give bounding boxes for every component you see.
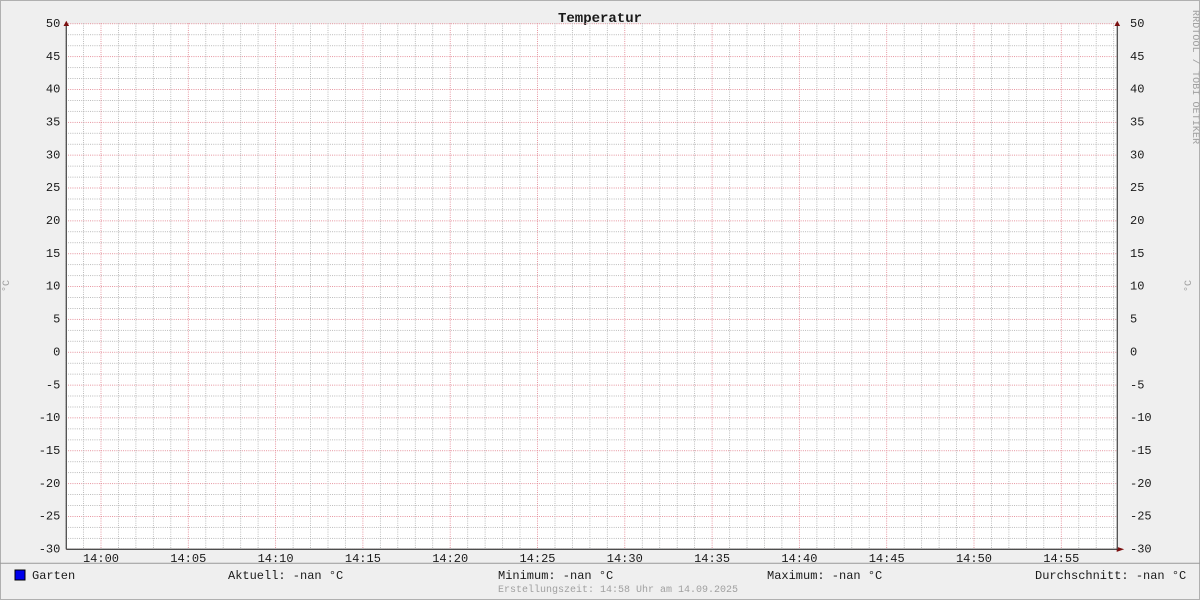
svg-text:14:25: 14:25 (519, 552, 555, 566)
svg-text:40: 40 (46, 83, 60, 97)
svg-text:Maximum: -nan °C: Maximum: -nan °C (767, 569, 882, 583)
svg-text:14:50: 14:50 (956, 552, 992, 566)
svg-text:15: 15 (46, 247, 60, 261)
svg-text:-25: -25 (39, 510, 61, 524)
svg-text:°C: °C (1183, 280, 1195, 292)
svg-text:-15: -15 (39, 444, 61, 458)
svg-text:25: 25 (1130, 181, 1144, 195)
svg-text:0: 0 (53, 345, 60, 359)
svg-text:10: 10 (46, 280, 60, 294)
svg-text:30: 30 (46, 148, 60, 162)
svg-text:Aktuell: -nan °C: Aktuell: -nan °C (228, 569, 343, 583)
svg-text:Durchschnitt: -nan °C: Durchschnitt: -nan °C (1035, 569, 1186, 583)
svg-text:14:15: 14:15 (345, 552, 381, 566)
svg-text:°C: °C (1, 280, 13, 292)
svg-text:14:20: 14:20 (432, 552, 468, 566)
svg-text:5: 5 (53, 313, 60, 327)
svg-text:14:30: 14:30 (607, 552, 643, 566)
svg-text:14:05: 14:05 (170, 552, 206, 566)
svg-text:-5: -5 (1130, 378, 1144, 392)
svg-text:Garten: Garten (32, 569, 75, 583)
svg-text:-15: -15 (1130, 444, 1152, 458)
svg-text:-30: -30 (1130, 542, 1152, 556)
svg-text:-10: -10 (1130, 411, 1152, 425)
svg-text:20: 20 (1130, 214, 1144, 228)
svg-text:35: 35 (46, 116, 60, 130)
svg-text:-5: -5 (46, 378, 60, 392)
svg-text:-25: -25 (1130, 510, 1152, 524)
svg-text:50: 50 (1130, 17, 1144, 31)
svg-text:25: 25 (46, 181, 60, 195)
svg-text:0: 0 (1130, 345, 1137, 359)
svg-text:5: 5 (1130, 313, 1137, 327)
svg-text:50: 50 (46, 17, 60, 31)
svg-text:-20: -20 (39, 477, 61, 491)
svg-text:-20: -20 (1130, 477, 1152, 491)
svg-text:30: 30 (1130, 148, 1144, 162)
svg-text:14:40: 14:40 (781, 552, 817, 566)
svg-text:20: 20 (46, 214, 60, 228)
svg-text:35: 35 (1130, 116, 1144, 130)
svg-text:15: 15 (1130, 247, 1144, 261)
svg-text:45: 45 (1130, 50, 1144, 64)
svg-text:14:00: 14:00 (83, 552, 119, 566)
svg-text:14:10: 14:10 (258, 552, 294, 566)
svg-text:Erstellungszeit: 14:58 Uhr am: Erstellungszeit: 14:58 Uhr am 14.09.2025 (498, 584, 738, 596)
svg-text:Minimum: -nan °C: Minimum: -nan °C (498, 569, 613, 583)
svg-text:-10: -10 (39, 411, 61, 425)
svg-text:45: 45 (46, 50, 60, 64)
svg-text:14:45: 14:45 (869, 552, 905, 566)
svg-text:RRDTOOL / TOBI OETIKER: RRDTOOL / TOBI OETIKER (1189, 10, 1200, 144)
svg-text:14:55: 14:55 (1043, 552, 1079, 566)
svg-text:-30: -30 (39, 542, 61, 556)
svg-text:Temperatur: Temperatur (558, 11, 642, 27)
svg-text:14:35: 14:35 (694, 552, 730, 566)
svg-text:10: 10 (1130, 280, 1144, 294)
svg-text:40: 40 (1130, 83, 1144, 97)
